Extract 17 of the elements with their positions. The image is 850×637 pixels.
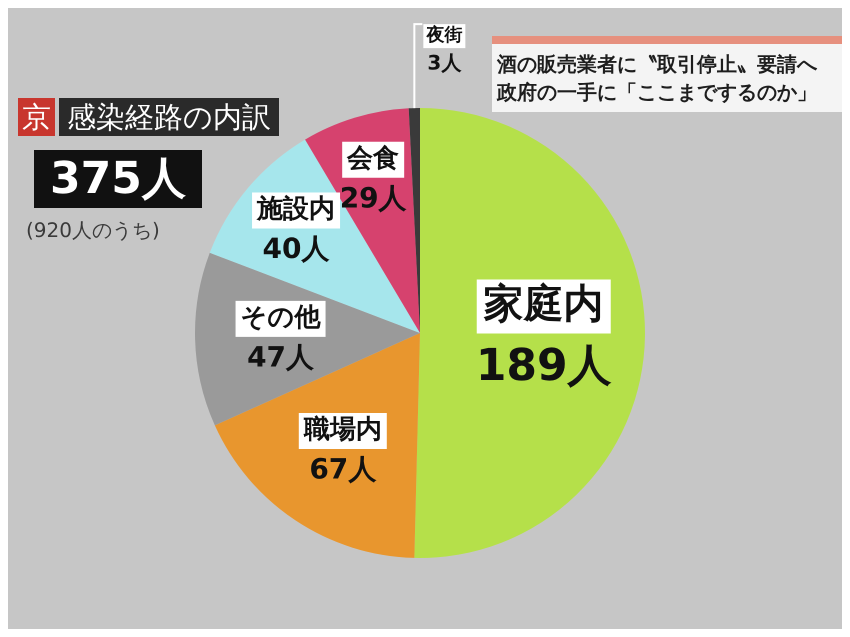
slice-label: その他 bbox=[240, 302, 322, 333]
data-label: 40人 bbox=[262, 232, 331, 266]
data-label: 189人 bbox=[476, 340, 612, 391]
data-label: 67人 bbox=[309, 452, 378, 486]
data-label: 3人 bbox=[427, 50, 462, 74]
data-label: 47人 bbox=[247, 340, 316, 374]
slice-label: 職場内 bbox=[302, 414, 382, 445]
text: (920人のうち) bbox=[26, 217, 160, 244]
text: 政府の一手に「ここまでするのか」 bbox=[497, 79, 818, 106]
slice-label: 会食 bbox=[346, 143, 400, 174]
data-label: 29人 bbox=[340, 181, 408, 214]
text: 酒の販売業者に〝取引停止〟要請へ bbox=[497, 51, 818, 78]
slice-label: 施設内 bbox=[256, 194, 336, 224]
text: 京 感染経路の内訳 bbox=[21, 99, 272, 136]
text: 375人 bbox=[34, 150, 202, 208]
slice-label: 夜街 bbox=[425, 24, 462, 46]
slice-label: 家庭内 bbox=[484, 280, 604, 327]
